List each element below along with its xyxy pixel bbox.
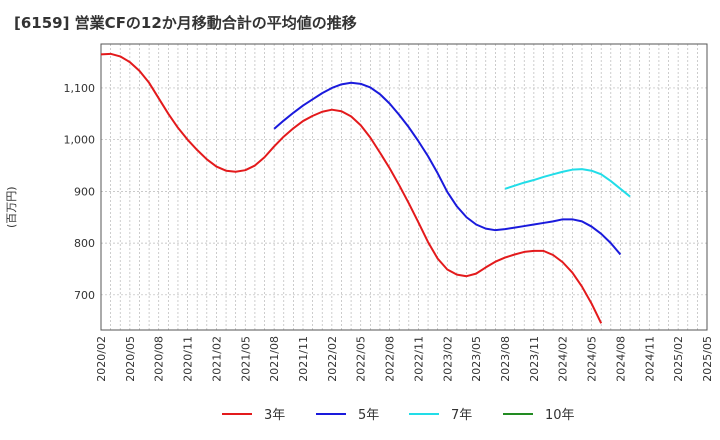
y-tick-label: 1,000 bbox=[64, 134, 96, 147]
legend-label: 10年 bbox=[545, 408, 575, 423]
x-tick-label: 2020/02 bbox=[95, 336, 108, 382]
legend-label: 7年 bbox=[451, 408, 472, 423]
x-tick-label: 2024/05 bbox=[586, 336, 599, 382]
x-tick-label: 2022/05 bbox=[355, 336, 368, 382]
legend-item: 7年 bbox=[409, 408, 472, 423]
x-tick-label: 2023/08 bbox=[499, 336, 512, 382]
x-tick-label: 2021/08 bbox=[268, 336, 281, 382]
x-tick-label: 2022/11 bbox=[412, 336, 425, 382]
legend-label: 3年 bbox=[264, 408, 285, 423]
series-line-5年 bbox=[273, 81, 622, 256]
y-tick-label: 700 bbox=[74, 289, 95, 302]
legend-item: 5年 bbox=[316, 408, 379, 423]
x-tick-label: 2021/11 bbox=[297, 336, 310, 382]
x-tick-label: 2025/05 bbox=[701, 336, 714, 382]
legend-item: 10年 bbox=[503, 408, 575, 423]
y-tick-label: 900 bbox=[74, 185, 95, 198]
x-tick-label: 2021/05 bbox=[239, 336, 252, 382]
chart-title: [6159] 営業CFの12か月移動合計の平均値の推移 bbox=[14, 14, 357, 32]
x-tick-label: 2020/05 bbox=[124, 336, 137, 382]
series-line-3年 bbox=[100, 52, 603, 324]
x-tick-label: 2022/08 bbox=[384, 336, 397, 382]
x-tick-label: 2022/02 bbox=[326, 336, 339, 382]
x-tick-label: 2024/11 bbox=[643, 336, 656, 382]
grid bbox=[100, 44, 708, 330]
legend-item: 3年 bbox=[222, 408, 285, 423]
x-tick-label: 2021/02 bbox=[210, 336, 223, 382]
x-tick-label: 2024/08 bbox=[614, 336, 627, 382]
plot-frame bbox=[100, 43, 708, 331]
y-tick-label: 1,100 bbox=[64, 82, 96, 95]
series-line-7年 bbox=[504, 168, 631, 198]
x-tick-label: 2023/05 bbox=[470, 336, 483, 382]
x-tick-label: 2025/02 bbox=[672, 336, 685, 382]
x-tick-label: 2020/11 bbox=[182, 336, 195, 382]
x-tick-label: 2024/02 bbox=[557, 336, 570, 382]
x-tick-label: 2023/11 bbox=[528, 336, 541, 382]
x-tick-label: 2023/02 bbox=[441, 336, 454, 382]
x-tick-label: 2020/08 bbox=[153, 336, 166, 382]
legend-label: 5年 bbox=[358, 408, 379, 423]
y-tick-label: 800 bbox=[74, 237, 95, 250]
